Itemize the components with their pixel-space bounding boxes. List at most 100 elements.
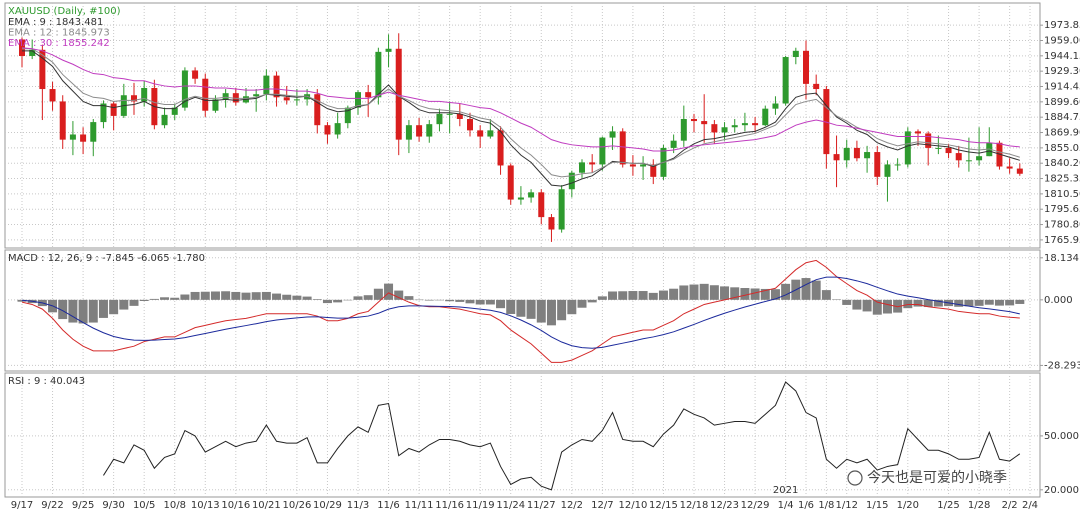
candle-body bbox=[650, 164, 657, 177]
candle-body bbox=[1006, 166, 1013, 169]
macd-bar bbox=[933, 299, 943, 307]
x-tick-label: 11/3 bbox=[347, 500, 369, 511]
y-tick-label: 1869.90 bbox=[1044, 128, 1080, 139]
candle-body bbox=[752, 123, 759, 126]
candle-body bbox=[446, 113, 453, 115]
macd-bar bbox=[781, 283, 791, 300]
candle-body bbox=[90, 122, 97, 142]
x-tick-label: 11/6 bbox=[377, 500, 399, 511]
macd-bar bbox=[1005, 299, 1015, 306]
candle-body bbox=[161, 114, 168, 126]
candle-body bbox=[965, 160, 972, 162]
macd-bar bbox=[485, 299, 495, 305]
x-tick-label: 1/15 bbox=[866, 500, 888, 511]
macd-bar bbox=[424, 299, 434, 301]
y-tick-label: 1973.85 bbox=[1044, 20, 1080, 31]
x-tick-label: 10/26 bbox=[282, 500, 311, 511]
candle-body bbox=[589, 162, 596, 165]
macd-bar bbox=[98, 299, 108, 318]
candle-body bbox=[843, 147, 850, 161]
candle-body bbox=[314, 94, 321, 126]
candle-body bbox=[874, 152, 881, 177]
macd-bar bbox=[689, 284, 699, 300]
macd-bar bbox=[373, 288, 383, 300]
macd-bar bbox=[893, 299, 903, 313]
candle-body bbox=[273, 75, 280, 98]
macd-bar bbox=[821, 290, 831, 300]
x-tick-label: 2/4 bbox=[1022, 500, 1038, 511]
macd-bar bbox=[68, 299, 78, 323]
macd-bar bbox=[882, 299, 892, 314]
candle-body bbox=[395, 48, 402, 140]
macd-bar bbox=[210, 291, 220, 300]
x-tick-label: 12/10 bbox=[618, 500, 647, 511]
macd-bar bbox=[333, 299, 343, 303]
macd-bar bbox=[149, 298, 159, 300]
y-tick-label: 0.000 bbox=[1044, 295, 1073, 306]
macd-bar bbox=[994, 299, 1004, 306]
candle-body bbox=[456, 113, 463, 119]
y-tick-label: 18.134 bbox=[1044, 253, 1079, 264]
y-tick-label: 1840.20 bbox=[1044, 158, 1080, 169]
x-tick-label: 11/24 bbox=[496, 500, 525, 511]
macd-bar bbox=[221, 291, 231, 300]
candle-body bbox=[365, 92, 372, 98]
macd-bar bbox=[608, 291, 618, 300]
candle-body bbox=[579, 162, 585, 173]
candle-body bbox=[110, 103, 117, 116]
x-tick-label: 12/7 bbox=[591, 500, 613, 511]
macd-line bbox=[21, 259, 1020, 363]
y-tick-label: 1944.15 bbox=[1044, 51, 1080, 62]
macd-bar bbox=[964, 299, 974, 307]
candle-body bbox=[416, 125, 423, 137]
macd-bar bbox=[954, 299, 964, 307]
macd-bar bbox=[740, 288, 750, 300]
macd-bar bbox=[658, 290, 668, 300]
watermark-text: 今天也是可爱的小晓季 bbox=[867, 470, 1007, 486]
candle-body bbox=[904, 131, 911, 165]
x-tick-label: 1/12 bbox=[835, 500, 857, 511]
candle-body bbox=[39, 49, 46, 90]
chart-title: XAUUSD (Daily, #100) bbox=[8, 6, 121, 17]
candle-body bbox=[517, 197, 524, 200]
macd-bar bbox=[506, 299, 516, 314]
candle-body bbox=[619, 131, 626, 165]
macd-bar bbox=[78, 299, 88, 324]
macd-bar bbox=[414, 299, 424, 301]
x-tick-label: 11/16 bbox=[435, 500, 464, 511]
candle-body bbox=[171, 107, 178, 115]
y-tick-label: 1884.75 bbox=[1044, 112, 1080, 123]
macd-bar bbox=[272, 293, 282, 300]
macd-bar bbox=[648, 292, 658, 300]
legend-entry: EMA : 9 : 1843.481 bbox=[8, 17, 103, 28]
candle-body bbox=[741, 123, 748, 126]
candle-body bbox=[925, 133, 932, 148]
x-tick-label: 1/8 bbox=[818, 500, 834, 511]
y-tick-label: 1899.60 bbox=[1044, 97, 1080, 108]
macd-bar bbox=[434, 299, 444, 301]
macd-bar bbox=[526, 299, 536, 319]
macd-bar bbox=[88, 299, 98, 323]
candle-body bbox=[548, 217, 555, 230]
x-tick-label: 9/17 bbox=[11, 500, 33, 511]
candle-body bbox=[711, 124, 718, 133]
candle-body bbox=[955, 153, 962, 161]
candle-body bbox=[884, 164, 891, 177]
candle-body bbox=[833, 154, 840, 161]
macd-bar bbox=[190, 291, 200, 300]
macd-bar bbox=[638, 291, 648, 300]
macd-bar bbox=[872, 299, 882, 315]
macd-bar bbox=[770, 289, 780, 300]
candle-body bbox=[670, 140, 677, 148]
x-tick-label: 1/6 bbox=[798, 500, 814, 511]
macd-bar bbox=[302, 296, 312, 300]
x-tick-label: 10/8 bbox=[163, 500, 185, 511]
macd-bar bbox=[343, 299, 353, 301]
macd-bar bbox=[109, 299, 119, 315]
candle-body bbox=[691, 118, 697, 122]
y-tick-label: 1810.50 bbox=[1044, 189, 1080, 200]
year-label: 2021 bbox=[773, 485, 798, 496]
candle-body bbox=[568, 172, 575, 190]
candle-body bbox=[334, 123, 341, 135]
